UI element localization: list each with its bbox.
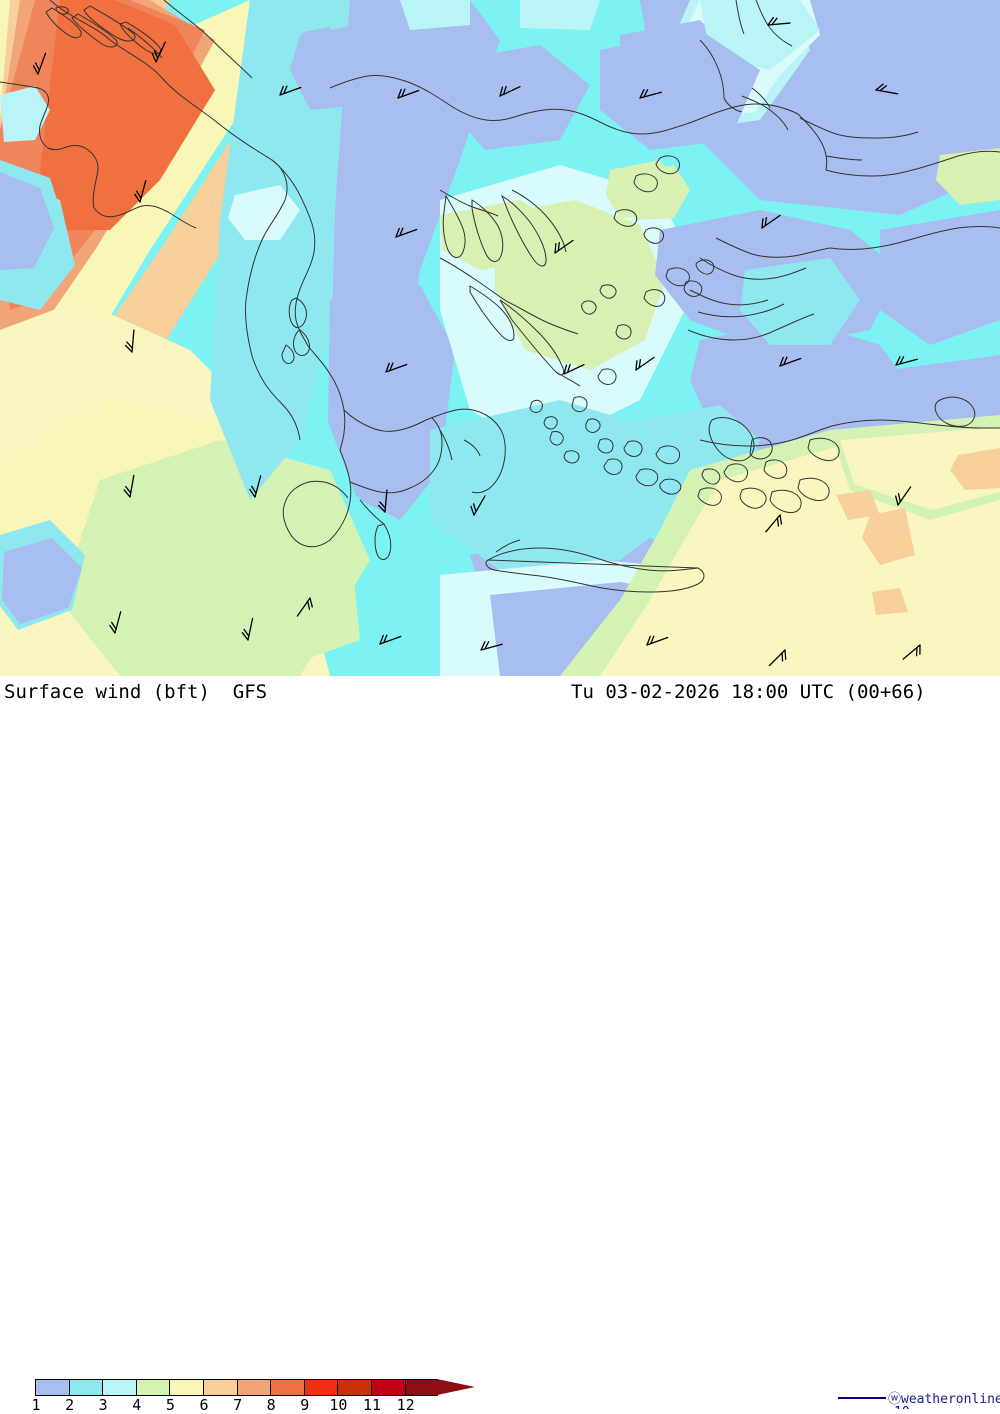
colorbar-cell-10 [337, 1379, 371, 1396]
colorbar-cell-8 [270, 1379, 304, 1396]
wind-contour-map [0, 0, 1000, 676]
wind-barb [124, 329, 135, 353]
wind-scale-colorbar[interactable]: 1 2 3 4 5 6 7 8 9 10 11 12 [31, 1379, 505, 1414]
colorbar-cell-3 [102, 1379, 136, 1396]
wind-barb [639, 89, 662, 99]
wind-barb [875, 83, 899, 95]
wind-barb [895, 356, 918, 366]
wind-contour-fills [0, 0, 1000, 676]
wind-barb [779, 356, 802, 367]
wind-barb [385, 362, 408, 373]
colorbar-overflow-arrow [437, 1379, 475, 1395]
colorbar-tick-4: 4 [132, 1396, 142, 1414]
wind-barb [379, 634, 402, 645]
colorbar-cell-7 [236, 1379, 271, 1396]
wind-barb-layer [32, 16, 921, 667]
wind-barb [646, 635, 669, 646]
colorbar-cell-9 [303, 1379, 338, 1396]
colorbar-tick-7: 7 [233, 1396, 243, 1414]
wind-barb [32, 52, 47, 75]
wind-barb [563, 363, 585, 375]
colorbar-cell-1 [35, 1379, 69, 1396]
wind-barb [470, 495, 486, 516]
wind-barb [123, 474, 135, 498]
colorbar-cell-4 [135, 1379, 170, 1396]
wind-barb [249, 475, 262, 498]
colorbar-tick-10: 10 [329, 1396, 348, 1414]
wind-barb [765, 514, 783, 533]
colorbar-cell-2 [68, 1379, 103, 1396]
wind-barb [761, 214, 781, 229]
colorbar-cell-5 [169, 1379, 203, 1396]
wind-barb [279, 85, 302, 96]
colorbar-tick-11: 11 [362, 1396, 382, 1414]
wind-barb [134, 180, 147, 203]
wind-barb [241, 617, 254, 641]
wind-barb [296, 597, 313, 617]
colorbar-tick-9: 9 [300, 1396, 310, 1414]
credit-block: ⓦweatheronline.co.uk 10 [838, 1388, 1000, 1409]
colorbar-tick-1: 1 [31, 1396, 41, 1414]
wind-barb [109, 611, 122, 634]
wind-barb [635, 356, 655, 371]
wind-barb [395, 227, 418, 238]
wind-barb [902, 644, 921, 660]
colorbar-cells [35, 1379, 439, 1396]
colorbar-tick-2: 2 [65, 1396, 75, 1414]
colorbar-tick-6: 6 [199, 1396, 209, 1414]
wind-barb [554, 239, 574, 254]
model-run-timestamp: Tu 03-02-2026 18:00 UTC (00+66) [571, 681, 926, 703]
wind-scale-value: 10 [894, 1405, 910, 1409]
colorbar-cell-6 [202, 1379, 237, 1396]
colorbar-cell-11 [370, 1379, 405, 1396]
legend-title: Surface wind (bft) GFS [4, 681, 268, 703]
colorbar-tick-3: 3 [98, 1396, 108, 1414]
colorbar-tick-12: 12 [396, 1396, 415, 1414]
wind-scale-rule [838, 1397, 886, 1399]
wind-barb [767, 16, 791, 26]
coastlines [0, 0, 1000, 593]
wind-barb [377, 489, 388, 513]
colorbar-cell-12 [404, 1379, 439, 1396]
colorbar-tick-labels: 1 2 3 4 5 6 7 8 9 10 11 12 [31, 1396, 505, 1414]
colorbar-tick-5: 5 [165, 1396, 175, 1414]
wind-barb [499, 85, 521, 97]
wind-barb [151, 41, 166, 63]
legend-strip: Surface wind (bft) GFS Tu 03-02-2026 18:… [0, 676, 1000, 1414]
wind-barb [397, 88, 420, 99]
wind-barb [768, 649, 787, 667]
wind-barb [895, 486, 912, 506]
wind-barb [480, 641, 503, 651]
colorbar-tick-8: 8 [266, 1396, 276, 1414]
weather-map[interactable] [0, 0, 1000, 676]
